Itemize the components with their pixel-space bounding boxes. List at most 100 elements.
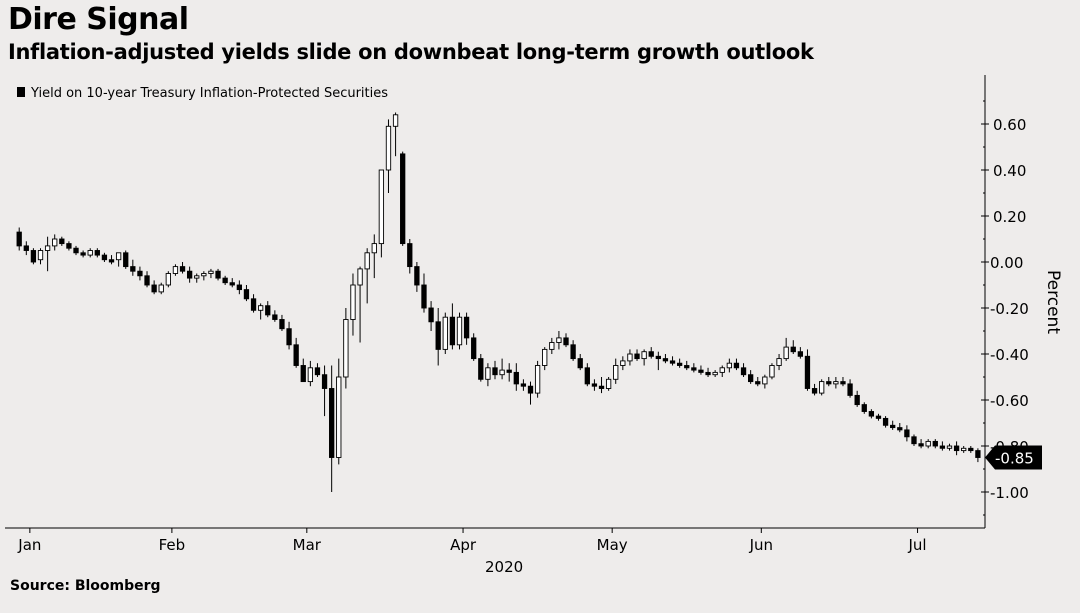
candle-body-down [826, 381, 832, 385]
candle-body-down [130, 266, 136, 272]
legend-label: Yield on 10-year Treasury Inflation-Prot… [30, 86, 388, 101]
candle-body-down [577, 358, 583, 369]
candle [59, 236, 65, 246]
candle-body-down [286, 328, 292, 346]
candle [463, 312, 470, 345]
candle-body-down [513, 371, 519, 385]
candle [776, 354, 782, 371]
candle [336, 358, 342, 465]
candle [137, 266, 143, 281]
candle [421, 273, 427, 313]
candle-body-up [925, 440, 931, 447]
candle [733, 358, 740, 371]
candle [364, 248, 370, 304]
candle [726, 358, 732, 373]
candle [428, 301, 434, 331]
candle [449, 303, 456, 350]
x-tick-label: Mar [293, 536, 322, 554]
candle [144, 271, 150, 288]
candle [30, 248, 37, 265]
candle-body-down [563, 337, 569, 346]
last-value-badge [985, 445, 1042, 470]
candle-body-down [861, 404, 867, 412]
candle-body-up [258, 305, 264, 311]
candle [123, 250, 129, 269]
y-axis-title: Percent [1043, 270, 1063, 334]
candle [130, 259, 136, 276]
candle [605, 377, 612, 391]
candle [570, 340, 576, 361]
candle [890, 420, 896, 430]
candle-body-down [797, 351, 804, 357]
candle [492, 360, 498, 380]
candle [939, 441, 946, 451]
candle-body-down [740, 367, 747, 376]
x-tick-label: Jan [17, 536, 41, 554]
candle [265, 301, 271, 318]
candle [563, 333, 569, 348]
candle-body-down [30, 250, 37, 263]
candle-body-up [194, 275, 200, 279]
candle-body-down [215, 270, 221, 279]
candle [691, 363, 697, 373]
candle [293, 337, 299, 368]
candle-body-down [890, 424, 896, 429]
candle [840, 377, 846, 387]
candle [400, 151, 406, 246]
candle [16, 227, 22, 251]
candle-body-down [16, 231, 22, 247]
candle [953, 441, 960, 456]
candle-body-up [307, 367, 314, 383]
candle [101, 252, 108, 262]
candle-body-down [293, 344, 299, 366]
candle [634, 349, 640, 361]
candle-body-up [357, 268, 363, 286]
candle-body-down [23, 245, 29, 251]
x-tick-label: Apr [450, 536, 477, 554]
candle-body-down [73, 247, 79, 254]
candle-body-up [115, 252, 122, 261]
candle [272, 310, 278, 322]
candle-body-down [435, 321, 441, 350]
candle [875, 413, 882, 421]
candle [613, 358, 619, 384]
candle [748, 370, 754, 384]
candle [520, 379, 527, 391]
candle [804, 349, 811, 391]
candle-body-down [108, 259, 115, 263]
candle-body-up [371, 243, 377, 254]
candle-body-down [968, 447, 974, 452]
candle [961, 446, 967, 453]
candle [478, 354, 484, 382]
candle-body-up [627, 353, 633, 362]
candle-body-up [165, 273, 171, 286]
candle-body-down [911, 436, 917, 445]
candle-body-up [726, 362, 732, 369]
candle-body-down [123, 252, 129, 268]
candle [542, 347, 548, 371]
candle [918, 439, 924, 449]
axes-layer [5, 75, 986, 529]
candle [620, 356, 626, 371]
candle-body-up [542, 348, 548, 366]
candle [868, 409, 875, 419]
candle-body-down [655, 355, 661, 360]
candle-body-down [66, 243, 72, 249]
candle-body-up [499, 369, 505, 376]
last-value-label: -0.85 [995, 450, 1034, 468]
candle-body-down [329, 388, 335, 458]
candle [506, 363, 512, 382]
candle [73, 245, 79, 256]
candle-body-down [265, 305, 271, 316]
candle-body-up [87, 250, 93, 256]
candle-body-down [854, 394, 860, 406]
candle-body-up [385, 125, 392, 171]
candle-body-up [549, 342, 555, 350]
y-tick-label: 0.20 [990, 208, 1026, 226]
candle [591, 379, 598, 391]
candle [797, 347, 804, 359]
candle [229, 278, 235, 288]
candle-body-up [641, 351, 647, 360]
chart-title: Dire Signal [8, 2, 189, 37]
candle-body-down [584, 367, 590, 385]
